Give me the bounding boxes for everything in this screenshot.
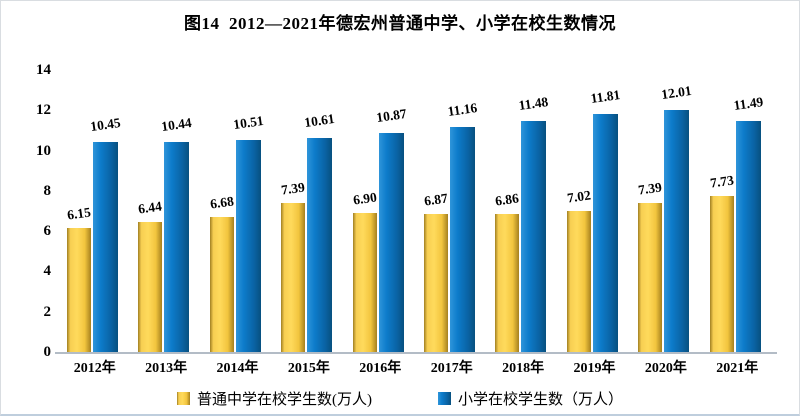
bar-primary-school	[235, 140, 261, 352]
bar-middle-school	[709, 196, 734, 352]
bar-primary-school	[521, 120, 547, 352]
x-tick-label: 2014年	[216, 361, 259, 376]
x-tick-label: 2018年	[502, 361, 545, 376]
bar-value-label: 10.51	[232, 113, 265, 133]
y-tick-label: 4	[43, 263, 52, 280]
bar-middle-school	[281, 203, 306, 352]
bar-primary-school	[164, 141, 190, 352]
bar-middle-school	[566, 210, 591, 352]
bar-middle-school	[67, 228, 91, 352]
x-tick-label: 2019年	[573, 361, 616, 376]
y-tick-label: 0	[43, 344, 52, 360]
bar-middle-school	[424, 213, 448, 352]
legend-item-middle-school: 普通中学在校学生数(万人)	[176, 388, 372, 409]
bar-value-label: 10.45	[89, 114, 122, 134]
bar-primary-school	[307, 138, 333, 352]
bar-value-label: 10.61	[303, 111, 336, 131]
bar-value-label: 11.48	[518, 93, 550, 113]
x-tick-label: 2015年	[287, 361, 330, 376]
x-tick-label: 2021年	[716, 361, 759, 376]
bar-primary-school	[735, 120, 761, 352]
legend-label-middle-school: 普通中学在校学生数(万人)	[196, 391, 372, 408]
bar-primary-school	[592, 114, 618, 352]
legend: 普通中学在校学生数(万人) 小学在校学生数（万人）	[1, 386, 799, 410]
bar-primary-school	[450, 127, 475, 352]
legend-item-primary-school: 小学在校学生数（万人）	[437, 388, 623, 409]
x-axis-line	[55, 352, 777, 354]
bar-value-label: 10.87	[374, 106, 408, 126]
y-tick-label: 14	[36, 62, 51, 78]
bar-primary-school	[93, 141, 118, 352]
y-tick-label: 8	[43, 182, 52, 199]
bar-primary-school	[378, 133, 404, 352]
bar-value-label: 10.44	[160, 114, 193, 134]
x-tick-label: 2020年	[644, 361, 687, 376]
y-tick-label: 10	[36, 142, 51, 159]
bar-value-label: 11.81	[589, 87, 621, 107]
bar-middle-school	[209, 217, 234, 352]
bar-middle-school	[138, 222, 163, 352]
legend-swatch-middle-school	[176, 391, 190, 405]
x-tick-label: 2013年	[145, 361, 188, 376]
bar-middle-school	[495, 213, 520, 352]
plot-area: 6.15 6.44 6.68 7.39 6.90 6.87 6.86 7.02 7.39 7.73…	[59, 70, 773, 352]
y-tick-label: 2	[43, 303, 52, 320]
bar-middle-school	[352, 213, 377, 352]
bar-value-label: 11.16	[446, 100, 479, 120]
y-tick-label: 6	[43, 223, 52, 240]
y-tick-label: 12	[36, 102, 51, 119]
legend-label-primary-school: 小学在校学生数（万人）	[457, 391, 623, 408]
bar-value-label: 11.49	[732, 93, 764, 113]
bar-value-label: 12.01	[660, 83, 693, 103]
chart-title: 图14 2012—2021年德宏州普通中学、小学在校生数情况	[184, 14, 616, 33]
bar-primary-school	[664, 110, 690, 352]
x-tick-label: 2016年	[359, 361, 402, 376]
x-tick-label: 2012年	[73, 361, 116, 376]
bar-middle-school	[638, 203, 663, 352]
legend-swatch-primary-school	[437, 391, 451, 405]
x-tick-label: 2017年	[430, 361, 473, 376]
